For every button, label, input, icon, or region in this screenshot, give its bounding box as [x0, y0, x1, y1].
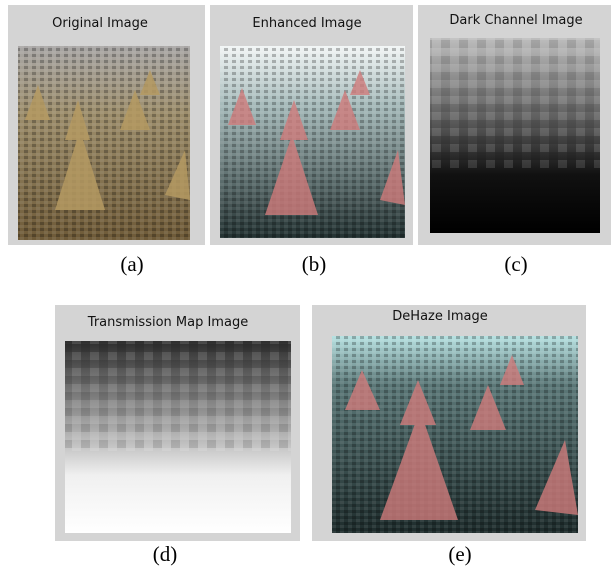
image	[332, 336, 578, 533]
figure: Original Image (a) Enhanced Image (b) Da…	[0, 0, 611, 571]
caption: (a)	[120, 252, 143, 276]
panel-title: Enhanced Image	[252, 16, 361, 31]
image	[18, 46, 190, 240]
caption: (c)	[504, 252, 527, 276]
image	[220, 46, 405, 238]
panel-title: DeHaze Image	[392, 309, 487, 324]
caption: (b)	[302, 252, 327, 276]
panel-title: Original Image	[52, 16, 148, 31]
image	[430, 38, 600, 233]
image	[65, 341, 291, 533]
panel-title: Dark Channel Image	[449, 13, 582, 28]
caption: (d)	[153, 542, 178, 566]
caption: (e)	[448, 542, 471, 566]
panel-title: Transmission Map Image	[87, 315, 248, 330]
